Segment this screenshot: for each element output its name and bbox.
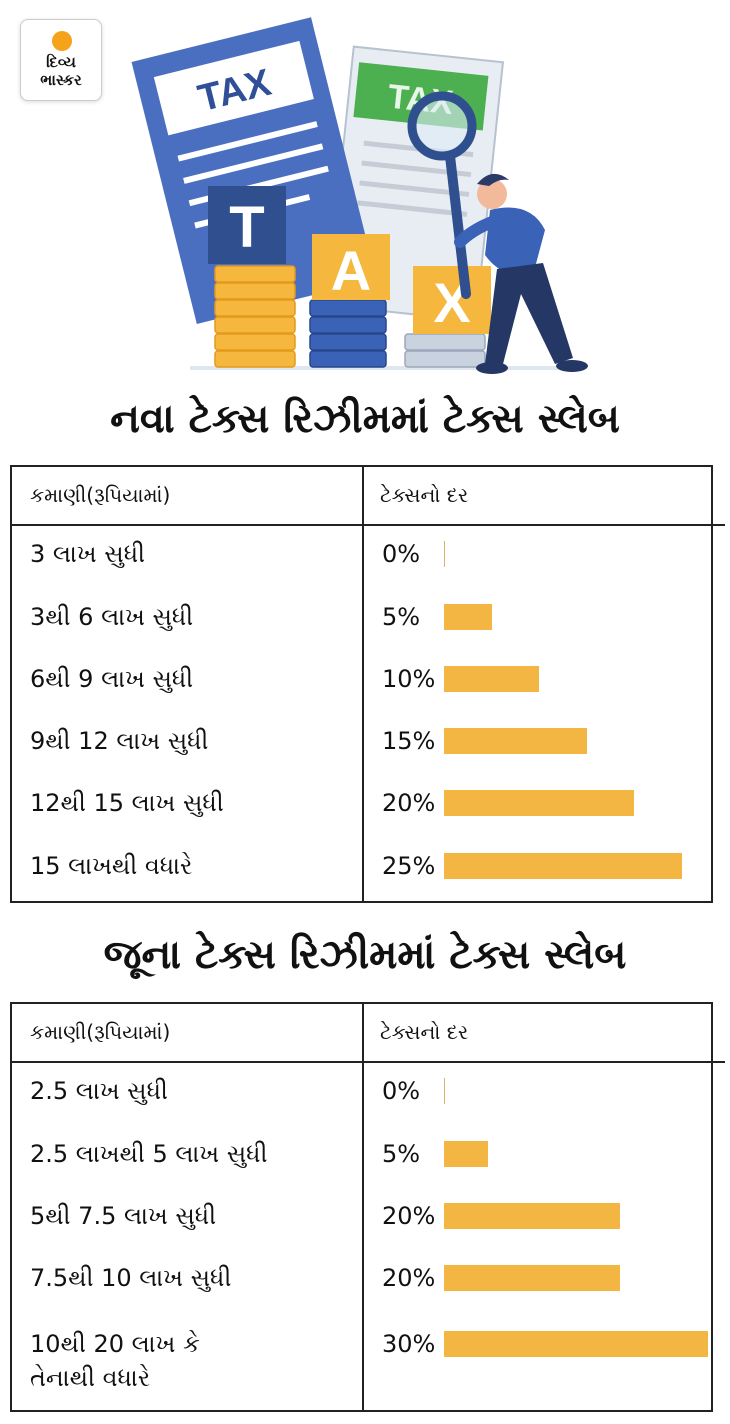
tax-rate-label: 25%	[382, 852, 436, 880]
income-slab-label: 10થી 20 લાખ કે તેનાથી વધારે	[30, 1330, 200, 1392]
tax-rate-bar	[444, 1078, 445, 1104]
logo-text-line2: ભાસ્કર	[40, 71, 82, 89]
income-slab-label: 3 લાખ સુધી	[30, 540, 145, 568]
table-header: કમાણી(રૂપિયામાં) ટેક્સનો દર	[12, 467, 725, 526]
income-slab-label: 5થી 7.5 લાખ સુધી	[30, 1202, 217, 1230]
income-slab-label: 15 લાખથી વધારે	[30, 852, 193, 880]
income-slab-label: 7.5થી 10 લાખ સુધી	[30, 1264, 232, 1292]
new-regime-title: નવા ટેક્સ રિઝીમમાં ટેક્સ સ્લેબ	[110, 396, 620, 442]
divya-bhaskar-logo: દિવ્ય ભાસ્કર	[20, 19, 102, 101]
tax-rate-bar	[444, 1203, 620, 1229]
tax-rate-label: 15%	[382, 727, 436, 755]
new-regime-table: કમાણી(રૂપિયામાં) ટેક્સનો દર 3 લાખ સુધી 0%…	[10, 465, 725, 903]
income-slab-label: 9થી 12 લાખ સુધી	[30, 727, 209, 755]
income-slab-label: 2.5 લાખથી 5 લાખ સુધી	[30, 1140, 268, 1168]
tax-rate-bar	[444, 541, 445, 567]
column-divider	[362, 1004, 364, 1410]
letter-t: T	[229, 195, 264, 260]
tax-rate-label: 20%	[382, 789, 436, 817]
tax-rate-bar	[444, 666, 539, 692]
old-regime-table: કમાણી(રૂપિયામાં) ટેક્સનો દર 2.5 લાખ સુધી…	[10, 1002, 725, 1412]
income-column-header: કમાણી(રૂપિયામાં)	[30, 1020, 171, 1044]
tax-rate-label: 0%	[382, 540, 421, 568]
rate-column-header: ટેક્સનો દર	[380, 483, 469, 507]
tax-rate-label: 20%	[382, 1202, 436, 1230]
income-slab-label: 12થી 15 લાખ સુધી	[30, 789, 224, 817]
logo-text-line1: દિવ્ય	[46, 53, 76, 71]
tax-rate-label: 30%	[382, 1330, 436, 1358]
table-header: કમાણી(રૂપિયામાં) ટેક્સનો દર	[12, 1004, 725, 1063]
sun-icon	[52, 31, 72, 51]
tax-rate-bar	[444, 604, 492, 630]
old-regime-title: જૂના ટેક્સ રિઝીમમાં ટેક્સ સ્લેબ	[103, 932, 627, 978]
tax-rate-label: 10%	[382, 665, 436, 693]
column-divider	[362, 467, 364, 901]
tax-rate-bar	[444, 1331, 708, 1357]
rate-column-header: ટેક્સનો દર	[380, 1020, 469, 1044]
letter-a: A	[331, 239, 371, 302]
income-slab-label: 6થી 9 લાખ સુધી	[30, 665, 194, 693]
tax-rate-label: 5%	[382, 1140, 421, 1168]
income-slab-label: 2.5 લાખ સુધી	[30, 1077, 168, 1105]
tax-rate-bar	[444, 728, 587, 754]
tax-magnifier-illustration: TAX TAX T A X	[131, 17, 588, 374]
tax-rate-bar	[444, 1265, 620, 1291]
tax-rate-label: 0%	[382, 1077, 421, 1105]
tax-rate-label: 5%	[382, 603, 421, 631]
tax-rate-bar	[444, 853, 682, 879]
tax-rate-bar	[444, 790, 634, 816]
income-column-header: કમાણી(રૂપિયામાં)	[30, 483, 171, 507]
tax-rate-label: 20%	[382, 1264, 436, 1292]
tax-rate-bar	[444, 1141, 488, 1167]
income-slab-label: 3થી 6 લાખ સુધી	[30, 603, 194, 631]
